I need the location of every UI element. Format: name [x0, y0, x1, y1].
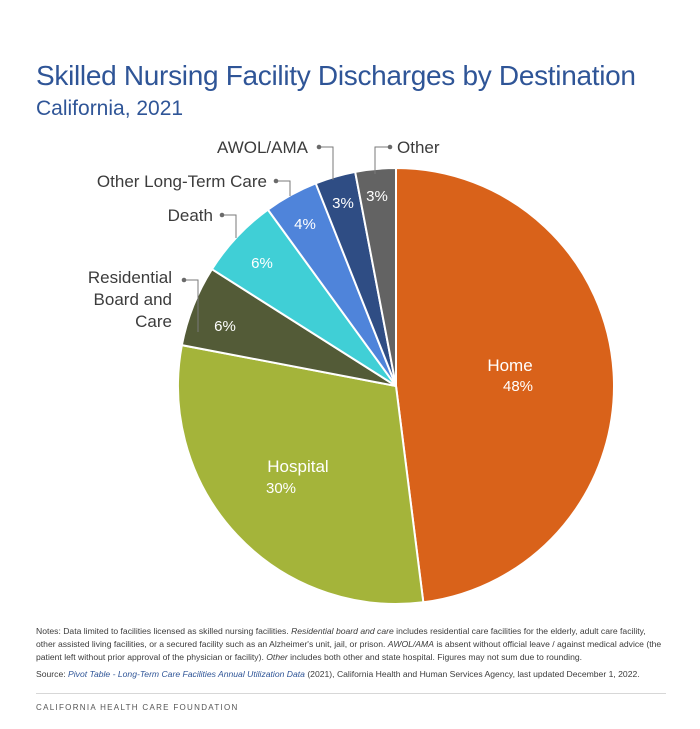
chart-title: Skilled Nursing Facility Discharges by D… — [36, 60, 636, 91]
chart-notes: Notes: Data limited to facilities licens… — [36, 625, 666, 664]
source-suffix: (2021), California Health and Human Serv… — [304, 669, 640, 679]
slice-value-death: 6% — [251, 255, 273, 272]
notes-awol-text: is absent without official leave / again… — [36, 639, 662, 662]
leader-line-other — [374, 146, 390, 174]
slice-value-other-long-term-care: 4% — [294, 216, 316, 233]
pie-chart: Home 48% Hospital 30% Residential Board and Ca… — [88, 138, 615, 605]
slice-label-hospital: Hospital — [267, 457, 328, 476]
slice-label-death: Death — [168, 206, 213, 225]
slice-label-home: Home — [487, 356, 532, 375]
leader-line-awol-ama — [319, 146, 334, 180]
leader-dot-awol-ama — [316, 144, 322, 150]
leader-dot-other-long-term-care — [273, 178, 279, 184]
notes-awol-term: AWOL/AMA — [387, 639, 434, 649]
slice-label-residential-board-and-care-line-1: Residential — [88, 268, 172, 287]
source-link[interactable]: Pivot Table - Long-Term Care Facilities … — [68, 669, 305, 679]
leader-line-death — [222, 214, 237, 238]
notes-other-term: Other — [266, 652, 288, 662]
slice-value-residential-board-and-care: 6% — [214, 318, 236, 335]
chart-source: Source: Pivot Table - Long-Term Care Fac… — [36, 668, 676, 681]
leader-dot-death — [219, 212, 225, 218]
leader-dot-other — [387, 144, 393, 150]
pie-slice-hospital — [177, 343, 425, 605]
slice-value-other: 3% — [366, 188, 388, 205]
chart-subtitle: California, 2021 — [36, 97, 184, 120]
leader-line-residential-board-and-care — [184, 279, 199, 332]
leader-dot-residential-board-and-care — [181, 277, 187, 283]
slice-value-hospital: 30% — [266, 480, 296, 497]
slice-value-home: 48% — [503, 378, 533, 395]
leader-line-other-long-term-care — [276, 180, 291, 196]
slice-label-awol-ama: AWOL/AMA — [217, 138, 309, 157]
notes-lead: Notes: Data limited to facilities licens… — [36, 626, 292, 636]
footer-divider — [36, 693, 666, 694]
notes-rbc-text: includes residential care facilities for… — [36, 626, 646, 649]
notes-other-text: includes both other and state hospital. … — [287, 652, 583, 662]
slice-value-awol-ama: 3% — [332, 195, 354, 212]
footer-organization: CALIFORNIA HEALTH CARE FOUNDATION — [36, 703, 239, 712]
slice-label-other: Other — [397, 138, 440, 157]
source-prefix: Source: — [36, 669, 69, 679]
pie-slice-home — [395, 166, 615, 604]
notes-rbc-term: Residential board and care — [291, 626, 394, 636]
slice-label-residential-board-and-care-line-2: Board and — [94, 290, 172, 309]
slice-label-other-long-term-care: Other Long-Term Care — [97, 172, 267, 191]
slice-label-residential-board-and-care-line-3: Care — [135, 312, 172, 331]
